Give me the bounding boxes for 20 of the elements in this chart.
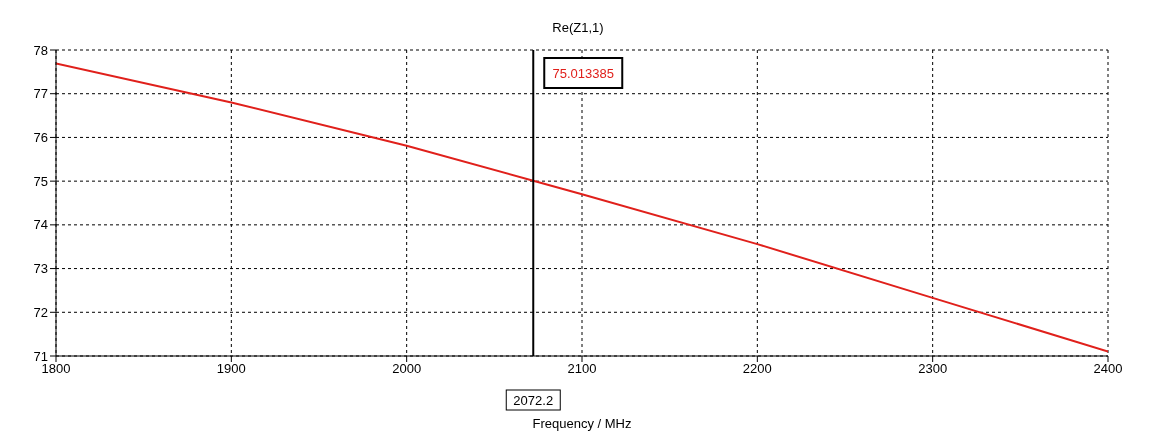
- y-tick-label: 71: [33, 348, 48, 364]
- x-tick-label: 1800: [41, 361, 71, 377]
- line-series: [56, 62, 1108, 353]
- y-tick-label: 78: [33, 42, 48, 58]
- annotation: 75.013385: [552, 66, 614, 81]
- chart-title: Re(Z1,1): [551, 20, 605, 35]
- ref-line-label: 2072.2: [513, 393, 554, 408]
- x-tick-label: 2300: [918, 361, 948, 377]
- x-axis-title: Frequency / MHz: [531, 416, 633, 431]
- x-tick-label: 2200: [742, 361, 772, 377]
- y-tick-label: 75: [33, 173, 48, 189]
- y-tick-label: 72: [33, 304, 48, 320]
- y-tick-label: 74: [33, 217, 48, 233]
- y-tick-label: 73: [33, 261, 48, 277]
- y-tick-label: 76: [33, 130, 48, 146]
- x-tick-label: 2100: [567, 361, 597, 377]
- x-tick-label: 1900: [216, 361, 246, 377]
- x-tick-label: 2000: [392, 361, 422, 377]
- y-tick-label: 77: [33, 86, 48, 102]
- x-tick-label: 2400: [1093, 361, 1123, 377]
